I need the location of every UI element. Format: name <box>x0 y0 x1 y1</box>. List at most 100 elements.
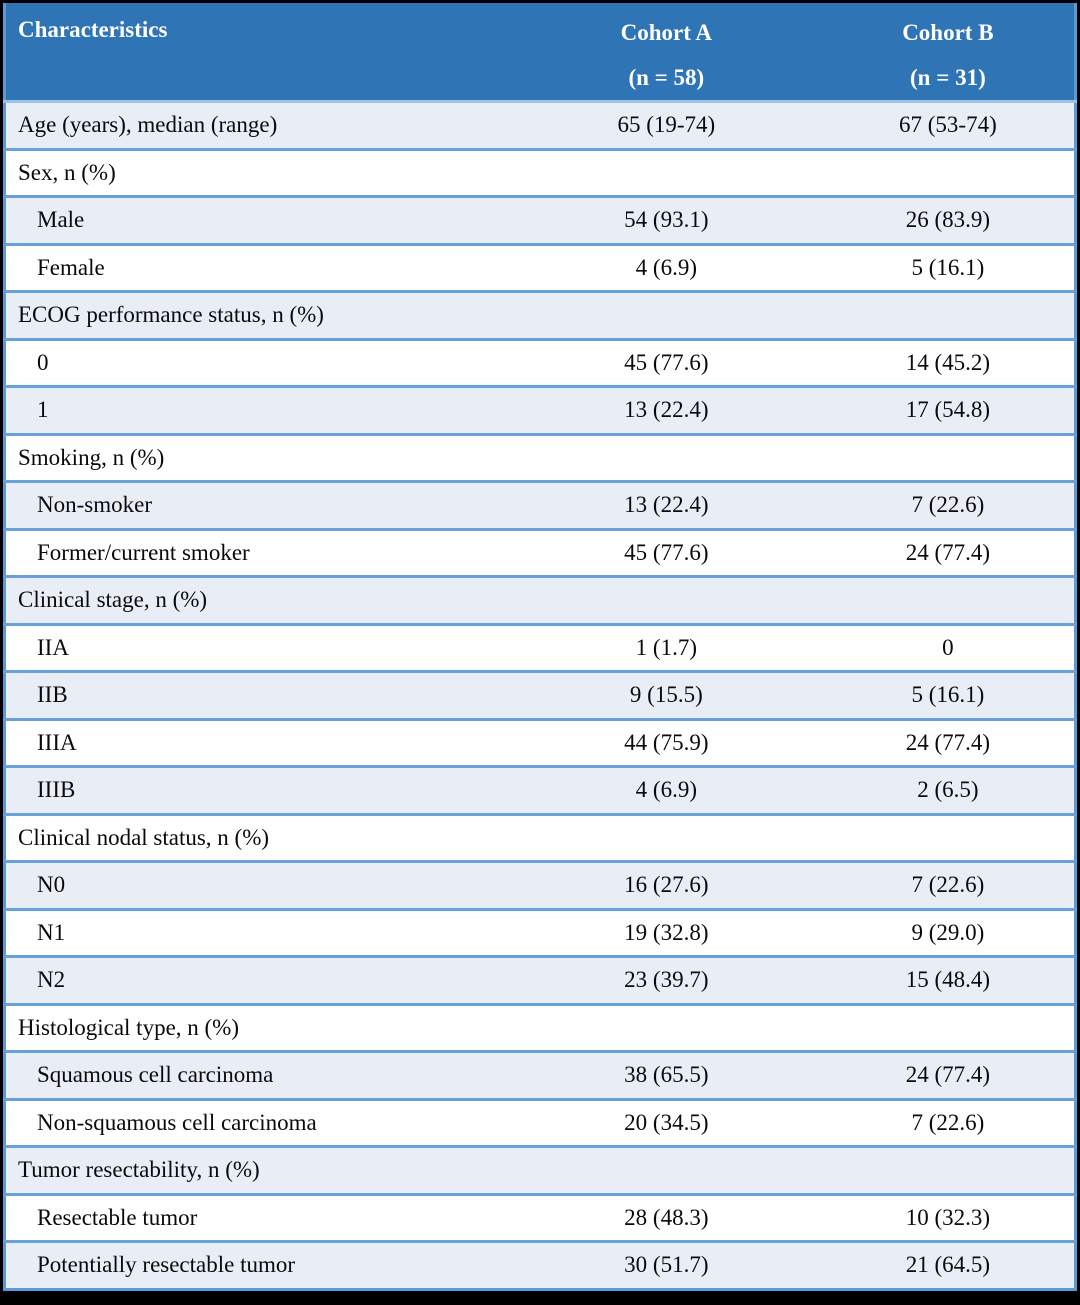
row-label: IIA <box>4 622 511 672</box>
cohort-b-value: 7 (22.6) <box>821 860 1076 909</box>
cohort-b-value: 26 (83.9) <box>821 195 1076 244</box>
table-row: IIA 1 (1.7) 0 <box>4 622 1076 672</box>
cohort-b-value: 24 (77.4) <box>821 717 1076 767</box>
row-label: Former/current smoker <box>4 527 511 577</box>
cohort-a-value: 16 (27.6) <box>510 860 822 909</box>
row-label: Histological type, n (%) <box>4 1002 511 1052</box>
row-label: Non-smoker <box>4 480 511 529</box>
cohort-b-value: 0 <box>821 622 1076 672</box>
row-label: N1 <box>4 907 511 957</box>
row-label: Smoking, n (%) <box>4 432 511 482</box>
cohort-a-value: 19 (32.8) <box>510 907 822 957</box>
table-row: Age (years), median (range) 65 (19-74) 67 … <box>4 100 1076 149</box>
header-characteristics: Characteristics <box>4 3 511 103</box>
cohort-a-value: 1 (1.7) <box>510 622 822 672</box>
cohort-a-value <box>510 1002 822 1052</box>
cohort-b-value: 14 (45.2) <box>821 337 1076 387</box>
row-label: Female <box>4 242 511 292</box>
cohort-b-title: Cohort B <box>902 20 994 45</box>
cohort-a-value: 4 (6.9) <box>510 242 822 292</box>
cohort-a-value: 9 (15.5) <box>510 670 822 719</box>
cohort-a-value: 20 (34.5) <box>510 1097 822 1147</box>
characteristics-table: Characteristics Cohort A (n = 58) Cohort… <box>3 3 1077 1291</box>
row-label: N2 <box>4 955 511 1004</box>
cohort-a-value <box>510 290 822 339</box>
table-row: ECOG performance status, n (%) <box>4 290 1076 339</box>
table-row: N0 16 (27.6) 7 (22.6) <box>4 860 1076 909</box>
cohort-b-value: 21 (64.5) <box>821 1240 1076 1289</box>
cohort-a-value: 23 (39.7) <box>510 955 822 1004</box>
table-row: Resectable tumor 28 (48.3) 10 (32.3) <box>4 1192 1076 1242</box>
table-row: N2 23 (39.7) 15 (48.4) <box>4 955 1076 1004</box>
cohort-b-value <box>821 432 1076 482</box>
cohort-a-value <box>510 1145 822 1194</box>
cohort-b-value <box>821 1145 1076 1194</box>
table-header: Characteristics Cohort A (n = 58) Cohort… <box>4 3 1076 103</box>
table-row: Squamous cell carcinoma 38 (65.5) 24 (77.4… <box>4 1050 1076 1099</box>
cohort-b-value: 7 (22.6) <box>821 480 1076 529</box>
table-row: Clinical stage, n (%) <box>4 575 1076 624</box>
cohort-a-value <box>510 432 822 482</box>
cohort-a-value: 45 (77.6) <box>510 527 822 577</box>
cohort-a-title: Cohort A <box>620 20 713 45</box>
table-row: N1 19 (32.8) 9 (29.0) <box>4 907 1076 957</box>
row-label: Non-squamous cell carcinoma <box>4 1097 511 1147</box>
cohort-b-value: 7 (22.6) <box>821 1097 1076 1147</box>
row-label: Potentially resectable tumor <box>4 1240 511 1289</box>
row-label: N0 <box>4 860 511 909</box>
table-row: Potentially resectable tumor 30 (51.7) 21 … <box>4 1240 1076 1289</box>
cohort-b-value: 9 (29.0) <box>821 907 1076 957</box>
table-row: 0 45 (77.6) 14 (45.2) <box>4 337 1076 387</box>
row-label: ECOG performance status, n (%) <box>4 290 511 339</box>
row-label: Clinical nodal status, n (%) <box>4 812 511 862</box>
cohort-b-value: 2 (6.5) <box>821 765 1076 814</box>
table-row: Female 4 (6.9) 5 (16.1) <box>4 242 1076 292</box>
cohort-b-value <box>821 147 1076 197</box>
cohort-a-value: 45 (77.6) <box>510 337 822 387</box>
row-label: Sex, n (%) <box>4 147 511 197</box>
table-row: IIIA 44 (75.9) 24 (77.4) <box>4 717 1076 767</box>
row-label: IIIB <box>4 765 511 814</box>
cohort-b-value <box>821 1002 1076 1052</box>
table-row: Tumor resectability, n (%) <box>4 1145 1076 1194</box>
row-label: Age (years), median (range) <box>4 100 511 149</box>
header-cohort-a: Cohort A (n = 58) <box>510 3 822 103</box>
table-row: Male 54 (93.1) 26 (83.9) <box>4 195 1076 244</box>
row-label: Resectable tumor <box>4 1192 511 1242</box>
cohort-a-value <box>510 575 822 624</box>
cohort-a-value: 54 (93.1) <box>510 195 822 244</box>
cohort-b-value <box>821 290 1076 339</box>
row-label: Male <box>4 195 511 244</box>
cohort-b-value: 24 (77.4) <box>821 527 1076 577</box>
row-label: Squamous cell carcinoma <box>4 1050 511 1099</box>
table-row: Non-squamous cell carcinoma 20 (34.5) 7 (2… <box>4 1097 1076 1147</box>
table-row: IIB 9 (15.5) 5 (16.1) <box>4 670 1076 719</box>
cohort-a-value: 44 (75.9) <box>510 717 822 767</box>
cohort-a-value: 13 (22.4) <box>510 480 822 529</box>
table-row: Former/current smoker 45 (77.6) 24 (77.4) <box>4 527 1076 577</box>
cohort-b-value: 5 (16.1) <box>821 670 1076 719</box>
row-label: IIIA <box>4 717 511 767</box>
header-row: Characteristics Cohort A (n = 58) Cohort… <box>4 3 1076 103</box>
row-label: 0 <box>4 337 511 387</box>
cohort-a-value: 30 (51.7) <box>510 1240 822 1289</box>
cohort-a-value <box>510 812 822 862</box>
cohort-b-value: 24 (77.4) <box>821 1050 1076 1099</box>
cohort-b-value <box>821 575 1076 624</box>
cohort-a-value <box>510 147 822 197</box>
cohort-b-n: (n = 31) <box>910 65 986 90</box>
cohort-b-value: 67 (53-74) <box>821 100 1076 149</box>
table-row: Sex, n (%) <box>4 147 1076 197</box>
cohort-b-value <box>821 812 1076 862</box>
cohort-b-value: 17 (54.8) <box>821 385 1076 434</box>
cohort-a-value: 28 (48.3) <box>510 1192 822 1242</box>
cohort-a-n: (n = 58) <box>628 65 705 90</box>
table-body: Age (years), median (range) 65 (19-74) 67 … <box>4 100 1076 1289</box>
cohort-b-value: 10 (32.3) <box>821 1192 1076 1242</box>
cohort-b-value: 15 (48.4) <box>821 955 1076 1004</box>
row-label: Clinical stage, n (%) <box>4 575 511 624</box>
table-row: 1 13 (22.4) 17 (54.8) <box>4 385 1076 434</box>
cohort-a-value: 38 (65.5) <box>510 1050 822 1099</box>
table-row: Histological type, n (%) <box>4 1002 1076 1052</box>
